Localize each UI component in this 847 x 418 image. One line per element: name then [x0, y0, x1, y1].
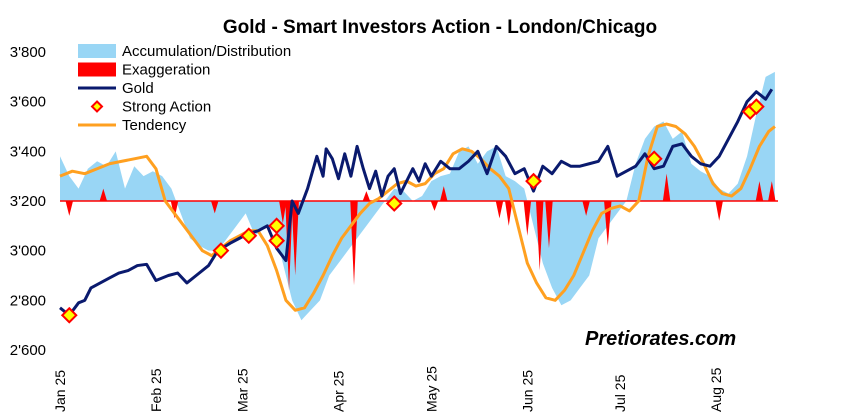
- y-tick-label: 3'600: [10, 94, 46, 111]
- y-tick-label: 3'800: [10, 44, 46, 61]
- x-tick-label: May 25: [423, 366, 439, 412]
- exaggeration-spike: [440, 186, 448, 201]
- exaggeration-spike: [65, 201, 73, 216]
- exaggeration-spike: [523, 201, 532, 236]
- exaggeration-spike: [99, 188, 108, 201]
- x-axis-ticks: Jan 25 Feb 25 Mar 25 Apr 25 May 25 Jun 25 Jul …: [52, 366, 724, 412]
- exaggeration-spike: [430, 201, 439, 211]
- exaggeration-spike: [211, 201, 219, 214]
- accumulation-area-shape: [60, 71, 775, 321]
- y-tick-label: 3'400: [10, 143, 46, 160]
- strong-action-markers: [60, 98, 765, 324]
- exaggeration-spike: [362, 191, 371, 201]
- strong-action-marker: [385, 195, 403, 212]
- exaggeration-area: [65, 173, 776, 291]
- exaggeration-spike: [170, 201, 179, 219]
- exaggeration-spike: [545, 201, 553, 249]
- gold-series-line: [59, 88, 774, 317]
- y-tick-label: 3'000: [10, 243, 46, 260]
- strong-action-marker: [645, 150, 663, 168]
- legend-label: Accumulation/Distribution: [122, 43, 291, 60]
- legend-label: Gold: [122, 80, 154, 97]
- x-tick-label: Mar 25: [235, 368, 251, 412]
- exaggeration-spike: [495, 201, 504, 219]
- exaggeration-spike: [535, 201, 544, 271]
- exaggeration-spike: [582, 201, 590, 216]
- legend-label: Strong Action: [122, 99, 211, 116]
- x-tick-label: Jan 25: [52, 370, 68, 412]
- legend-label: Tendency: [122, 117, 187, 134]
- legend-swatch: [78, 62, 116, 77]
- strong-action-marker: [212, 242, 230, 260]
- legend-swatch: [78, 44, 116, 58]
- y-tick-label: 3'200: [10, 193, 46, 210]
- y-axis-ticks: 2'600 2'800 3'000 3'200 3'400 3'600 3'800: [10, 44, 46, 359]
- tendency-line: [59, 122, 776, 312]
- exaggeration-spike: [768, 181, 776, 201]
- x-tick-label: Feb 25: [148, 368, 164, 412]
- y-tick-label: 2'800: [10, 292, 46, 309]
- strong-action-marker: [525, 172, 542, 190]
- exaggeration-spike: [505, 201, 513, 226]
- accumulation-distribution-area: [60, 71, 775, 321]
- x-tick-label: Apr 25: [331, 371, 347, 412]
- x-tick-label: Jun 25: [519, 370, 535, 412]
- x-tick-label: Jul 25: [612, 374, 628, 412]
- strong-action-marker: [268, 232, 286, 250]
- exaggeration-spike: [715, 201, 723, 221]
- strong-action-marker: [747, 98, 765, 116]
- legend-label: Exaggeration: [122, 62, 210, 79]
- legend-swatch: [90, 100, 104, 113]
- tendency-series-line: [59, 122, 776, 312]
- exaggeration-spike: [755, 181, 764, 201]
- strong-action-marker: [60, 306, 78, 324]
- exaggeration-spike: [291, 201, 299, 276]
- x-tick-label: Aug 25: [708, 367, 724, 412]
- y-tick-label: 2'600: [10, 342, 46, 359]
- strong-action-marker: [240, 227, 258, 245]
- gold-line: [59, 88, 774, 317]
- exaggeration-spike: [662, 173, 671, 201]
- watermark-text: Pretiorates.com: [585, 328, 736, 350]
- legend: Accumulation/Distribution ExaggerationGol…: [78, 43, 291, 134]
- chart-title: Gold - Smart Investors Action - London/C…: [223, 17, 657, 38]
- exaggeration-spike: [279, 201, 287, 224]
